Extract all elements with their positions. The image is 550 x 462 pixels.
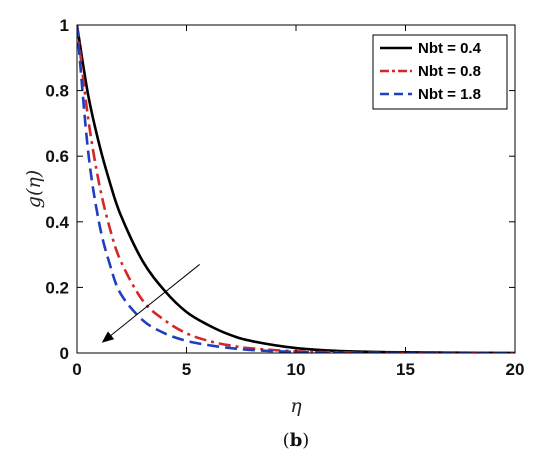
x-tick-label: 10 <box>287 360 306 379</box>
legend-label-2: Nbt = 0.8 <box>418 63 481 80</box>
x-axis-ticks: 0 5 10 15 20 <box>72 25 524 379</box>
x-tick-label: 0 <box>72 360 81 379</box>
caption-label: b <box>290 430 303 451</box>
x-tick-label: 5 <box>182 360 191 379</box>
y-tick-label: 1 <box>60 16 69 35</box>
trend-arrow <box>101 264 200 343</box>
annotation-layer <box>101 264 200 343</box>
series-line-1 <box>77 25 515 353</box>
figure-caption: (b) <box>283 430 310 451</box>
y-tick-label: 0 <box>60 344 69 363</box>
x-tick-label: 20 <box>506 360 525 379</box>
legend-items: Nbt = 0.4 Nbt = 0.8 Nbt = 1.8 <box>380 40 482 103</box>
x-tick-label: 15 <box>396 360 415 379</box>
y-tick-label: 0.6 <box>45 147 69 166</box>
y-tick-label: 0.4 <box>45 213 69 232</box>
y-tick-label: 0.2 <box>45 278 69 297</box>
y-axis-label: g(η) <box>23 170 45 208</box>
x-axis-label: η <box>290 395 302 417</box>
legend: Nbt = 0.4 Nbt = 0.8 Nbt = 1.8 <box>372 34 508 110</box>
y-tick-label: 0.8 <box>45 82 69 101</box>
y-axis-ticks: 0 0.2 0.4 0.6 0.8 1 <box>45 16 515 363</box>
caption-open-paren: ( <box>283 430 290 451</box>
legend-label-3: Nbt = 1.8 <box>418 86 481 103</box>
caption-close-paren: ) <box>302 430 309 451</box>
legend-label-1: Nbt = 0.4 <box>418 40 482 57</box>
